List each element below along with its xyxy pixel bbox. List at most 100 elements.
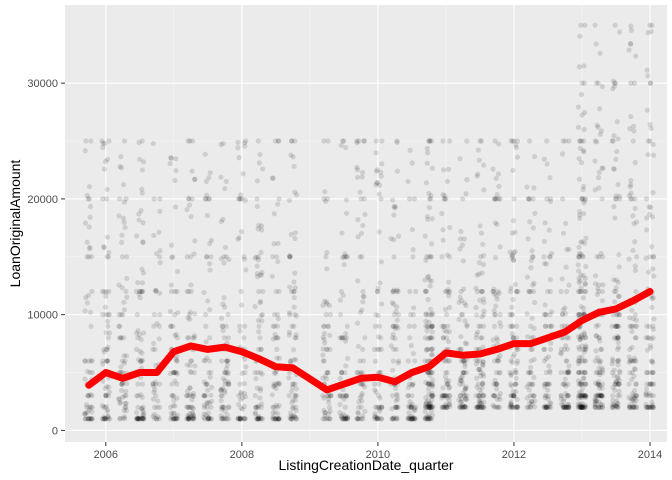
scatter-point bbox=[256, 288, 262, 295]
scatter-point bbox=[150, 381, 156, 387]
scatter-point bbox=[611, 335, 617, 341]
scatter-point bbox=[191, 251, 197, 257]
scatter-point bbox=[408, 416, 414, 422]
scatter-point bbox=[566, 393, 572, 399]
scatter-point bbox=[322, 298, 328, 304]
scatter-point bbox=[528, 369, 534, 376]
scatter-point bbox=[441, 167, 447, 173]
scatter-point bbox=[613, 380, 619, 386]
scatter-point bbox=[139, 357, 145, 363]
scatter-point bbox=[202, 196, 208, 202]
scatter-point bbox=[101, 415, 107, 422]
scatter-point bbox=[170, 410, 176, 416]
scatter-point bbox=[443, 393, 449, 399]
scatter-point bbox=[428, 312, 434, 318]
scatter-point bbox=[337, 297, 343, 303]
scatter-point bbox=[628, 23, 634, 29]
scatter-point bbox=[545, 396, 551, 402]
scatter-point bbox=[650, 152, 657, 158]
scatter-point bbox=[406, 323, 413, 329]
scatter-point bbox=[274, 404, 280, 410]
scatter-point bbox=[649, 402, 656, 408]
scatter-point bbox=[119, 239, 125, 246]
scatter-point bbox=[649, 296, 655, 302]
scatter-point bbox=[373, 389, 379, 395]
scatter-point bbox=[291, 414, 298, 420]
scatter-point bbox=[394, 404, 400, 410]
scatter-point bbox=[582, 22, 588, 28]
scatter-point bbox=[644, 215, 650, 221]
scatter-point bbox=[598, 346, 604, 352]
scatter-point bbox=[291, 288, 297, 295]
scatter-point bbox=[395, 233, 402, 239]
scatter-point bbox=[647, 80, 654, 86]
scatter-point bbox=[389, 416, 396, 422]
scatter-point bbox=[135, 327, 141, 334]
scatter-point bbox=[104, 358, 110, 364]
scatter-point bbox=[187, 385, 193, 391]
scatter-point bbox=[341, 416, 347, 422]
scatter-point bbox=[577, 33, 583, 39]
x-tick-label: 2014 bbox=[638, 449, 662, 461]
y-tick-label: 10000 bbox=[27, 310, 58, 322]
scatter-point bbox=[135, 415, 141, 422]
scatter-point bbox=[323, 376, 330, 382]
scatter-point bbox=[139, 266, 145, 272]
scatter-point bbox=[356, 416, 363, 422]
scatter-point bbox=[238, 405, 244, 411]
scatter-point bbox=[461, 236, 467, 242]
scatter-point bbox=[429, 390, 435, 396]
scatter-point bbox=[495, 288, 501, 295]
scatter-point bbox=[478, 400, 485, 406]
scatter-point bbox=[104, 254, 110, 260]
scatter-point bbox=[646, 404, 652, 410]
scatter-point bbox=[133, 330, 140, 336]
scatter-point bbox=[294, 416, 300, 422]
scatter-point bbox=[610, 138, 616, 144]
scatter-point bbox=[359, 398, 365, 404]
scatter-point bbox=[287, 312, 293, 318]
scatter-point bbox=[235, 139, 241, 145]
scatter-point bbox=[168, 155, 174, 161]
scatter-point bbox=[476, 323, 482, 329]
scatter-point bbox=[288, 388, 295, 394]
scatter-point bbox=[324, 266, 330, 272]
scatter-point bbox=[429, 323, 435, 329]
scatter-point bbox=[360, 358, 366, 364]
scatter-point bbox=[579, 393, 586, 399]
scatter-point bbox=[630, 138, 636, 144]
scatter-point bbox=[140, 408, 146, 414]
scatter-point bbox=[220, 327, 226, 334]
scatter-point bbox=[235, 416, 242, 422]
scatter-point bbox=[476, 366, 482, 373]
scatter-point bbox=[508, 401, 514, 407]
scatter-point bbox=[494, 381, 500, 387]
scatter-point bbox=[511, 393, 517, 399]
scatter-point bbox=[168, 323, 174, 329]
scatter-point bbox=[133, 288, 139, 295]
scatter-point bbox=[643, 391, 649, 398]
scatter-point bbox=[579, 395, 585, 401]
scatter-point bbox=[185, 412, 191, 419]
scatter-point bbox=[644, 369, 650, 376]
scatter-point bbox=[475, 404, 481, 410]
scatter-point bbox=[134, 393, 140, 399]
scatter-point bbox=[543, 261, 550, 267]
scatter-point bbox=[357, 369, 364, 376]
scatter-point bbox=[358, 404, 364, 410]
scatter-point bbox=[393, 404, 399, 410]
scatter-point bbox=[86, 254, 92, 260]
scatter-point bbox=[643, 386, 650, 392]
scatter-point bbox=[410, 351, 416, 357]
scatter-point bbox=[616, 252, 622, 258]
scatter-point bbox=[103, 330, 109, 336]
scatter-point bbox=[542, 395, 548, 401]
scatter-point bbox=[395, 396, 401, 402]
scatter-point bbox=[581, 211, 587, 217]
scatter-point bbox=[391, 203, 397, 209]
scatter-point bbox=[593, 393, 599, 399]
scatter-point bbox=[137, 288, 143, 295]
scatter-point bbox=[286, 393, 292, 399]
scatter-point bbox=[287, 284, 293, 290]
scatter-point bbox=[592, 404, 598, 410]
